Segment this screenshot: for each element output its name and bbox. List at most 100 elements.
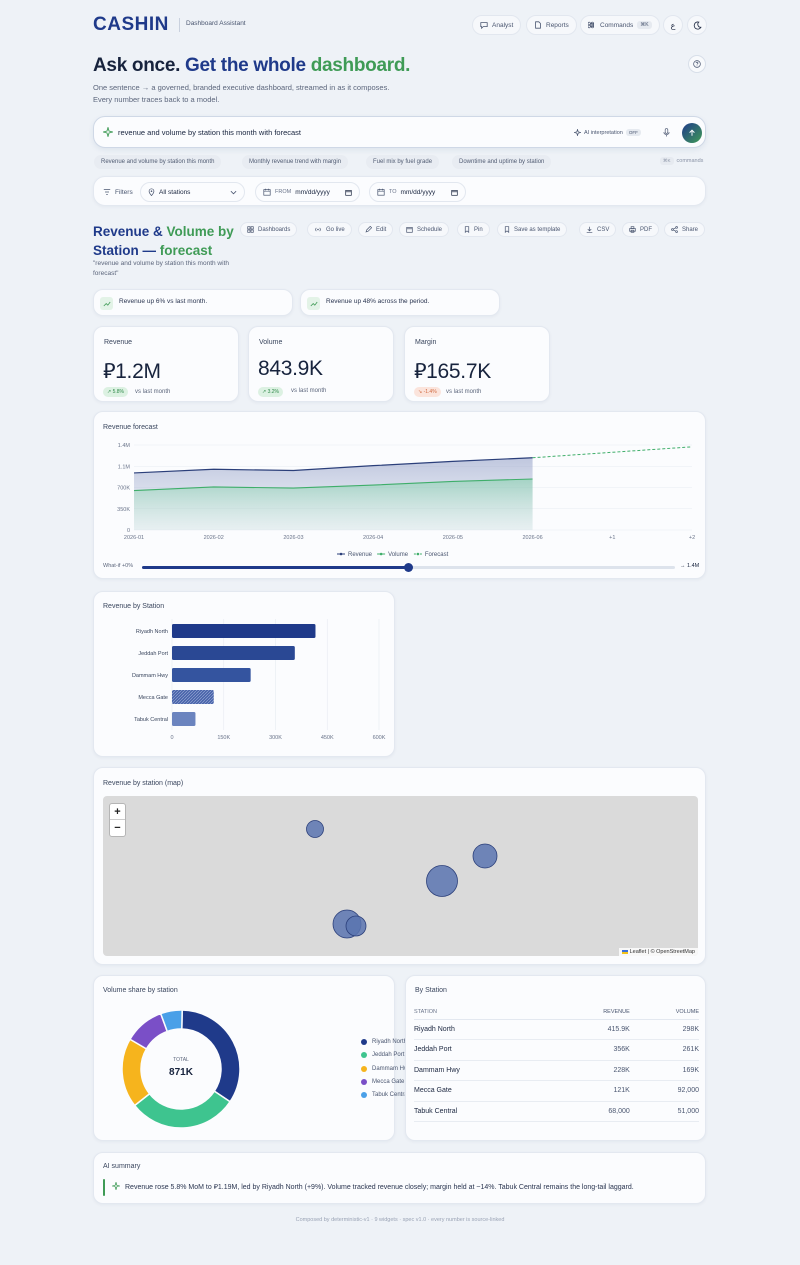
column-header[interactable]: STATION xyxy=(414,1006,551,1020)
y-tick-label: 350K xyxy=(117,507,130,513)
whatif-slider-track[interactable] xyxy=(142,563,675,572)
x-tick-label: 2026-03 xyxy=(283,535,303,541)
to-date-value: mm/dd/yyyy xyxy=(400,188,436,196)
x-tick-label: 600K xyxy=(373,735,386,741)
kpi-card-volume: Volume 843.9K ↗ 3.2% vs last month xyxy=(248,326,394,402)
microphone-icon[interactable] xyxy=(663,128,670,137)
nav-analyst-label: Analyst xyxy=(492,21,514,29)
nav-reports-button[interactable]: Reports xyxy=(526,15,577,35)
from-date-field[interactable]: FROM mm/dd/yyyy xyxy=(255,182,360,202)
go-live-label: Go live xyxy=(326,226,345,233)
nav-analyst-button[interactable]: Analyst xyxy=(472,15,522,35)
suggestion-chip[interactable]: Revenue and volume by station this month xyxy=(94,155,222,169)
legend-marker xyxy=(339,552,343,556)
from-date-label: FROM xyxy=(275,189,292,195)
legend-marker xyxy=(379,552,383,556)
printer-icon xyxy=(629,226,636,233)
column-header[interactable]: VOLUME xyxy=(629,1006,699,1020)
language-toggle[interactable]: ع xyxy=(663,15,683,35)
pdf-button[interactable]: PDF xyxy=(622,222,659,237)
table-row[interactable]: Dammam Hwy 228K 169K xyxy=(414,1060,699,1081)
suggestion-label: Revenue and volume by station this month xyxy=(101,159,215,165)
y-tick-label: 0 xyxy=(127,528,130,534)
ai-interpretation-toggle[interactable]: AI interpretation OFF xyxy=(574,129,641,136)
station-select[interactable]: All stations xyxy=(140,182,245,202)
kpi-label: Revenue xyxy=(104,339,133,346)
location-pin-icon xyxy=(148,188,155,196)
edit-button[interactable]: Edit xyxy=(358,222,394,237)
filters-label-group[interactable]: Filters xyxy=(103,188,133,196)
donut-card-title: Volume share by station xyxy=(103,987,178,994)
x-tick-label: 150K xyxy=(217,735,230,741)
forecast-card: Revenue forecast 0 350K 700K 1.1M 1.4M 2026-0… xyxy=(93,411,706,579)
from-date-value: mm/dd/yyyy xyxy=(295,188,330,196)
ai-summary-text: Revenue rose 5.8% MoM to ⃁1.19M, led by … xyxy=(125,1184,634,1191)
calendar-picker-icon[interactable] xyxy=(451,189,458,196)
filters-label: Filters xyxy=(115,188,133,196)
bar xyxy=(172,624,316,638)
calendar-icon xyxy=(263,188,271,196)
map-canvas[interactable]: + − Leaflet | © OpenStreetMap xyxy=(103,796,698,956)
commands-hint-kbd: ⌘K xyxy=(660,157,674,165)
category-label: Jeddah Port xyxy=(138,651,168,657)
save-template-button[interactable]: Save as template xyxy=(497,222,568,237)
column-header[interactable]: REVENUE xyxy=(550,1006,630,1020)
kpi-delta-badge: ↗ 5.8% xyxy=(103,387,128,397)
grid-icon xyxy=(247,226,254,233)
prompt-input[interactable] xyxy=(118,125,548,139)
filter-icon xyxy=(103,188,111,196)
bar xyxy=(172,712,196,726)
filters-bar: Filters All stations FROM mm/dd/yyyy TO … xyxy=(93,176,706,206)
table-row[interactable]: Jeddah Port 356K 261K xyxy=(414,1039,699,1061)
share-label: Share xyxy=(682,226,699,233)
help-button[interactable] xyxy=(688,55,706,73)
kpi-card-revenue: Revenue ⃁1.2M ↗ 5.8% vs last month xyxy=(93,326,239,402)
csv-button[interactable]: CSV xyxy=(579,222,617,237)
table-row[interactable]: Tabuk Central 68,000 51,000 xyxy=(414,1101,699,1122)
dashboards-button[interactable]: Dashboards xyxy=(240,222,298,237)
map-bubbles xyxy=(306,820,498,939)
table-row[interactable]: Mecca Gate 121K 92,000 xyxy=(414,1080,699,1102)
x-tick-label: +2 xyxy=(689,535,695,541)
suggestion-chip[interactable]: Monthly revenue trend with margin xyxy=(242,155,349,169)
donut-card: Volume share by station TOTAL 871K Riyad… xyxy=(93,975,478,1141)
theme-toggle[interactable] xyxy=(687,15,707,35)
donut-slice xyxy=(133,1090,232,1129)
pin-button[interactable]: Pin xyxy=(457,222,490,237)
station-cell: Dammam Hwy xyxy=(414,1060,551,1081)
whatif-slider-thumb[interactable] xyxy=(404,563,413,572)
table-row[interactable]: Riyadh North 415.9K 298K xyxy=(414,1019,699,1040)
schedule-button[interactable]: Schedule xyxy=(399,222,450,237)
logo-divider xyxy=(179,18,180,32)
chat-icon xyxy=(480,21,488,29)
kpi-value: 843.9K xyxy=(258,357,323,380)
submit-button[interactable] xyxy=(682,123,702,143)
prompt-box: AI interpretation OFF xyxy=(93,116,706,148)
suggestion-chip[interactable]: Fuel mix by fuel grade xyxy=(366,155,440,169)
hero-title-c: dashboard. xyxy=(310,55,411,76)
zoom-in-button[interactable]: + xyxy=(110,804,125,820)
insight-card: Revenue up 48% across the period. xyxy=(300,289,500,316)
ai-summary-card: AI summary Revenue rose 5.8% MoM to ⃁1.1… xyxy=(93,1152,706,1204)
volume-cell: 92,000 xyxy=(629,1080,699,1102)
calendar-picker-icon[interactable] xyxy=(345,189,352,196)
y-tick-label: 700K xyxy=(117,486,130,492)
footer-text: Composed by deterministic-v1 · 9 widgets… xyxy=(295,1217,505,1223)
nav-commands-button[interactable]: Commands ⌘K xyxy=(580,15,660,35)
station-cell: Riyadh North xyxy=(414,1019,551,1040)
legend-swatch xyxy=(361,1078,367,1085)
kpi-delta-badge: ↘ -1.4% xyxy=(414,387,441,397)
map-attribution[interactable]: Leaflet | © OpenStreetMap xyxy=(618,948,698,956)
suggestion-chip[interactable]: Downtime and uptime by station xyxy=(452,155,552,169)
hero-title-b: Get the whole xyxy=(185,55,306,76)
legend-swatch xyxy=(361,1092,367,1099)
app-logo[interactable]: CASHIN xyxy=(93,14,169,36)
kpi-sub: vs last month xyxy=(135,389,171,395)
go-live-button[interactable]: Go live xyxy=(307,222,352,237)
x-tick-label: 0 xyxy=(170,735,173,741)
share-button[interactable]: Share xyxy=(664,222,706,237)
map-bubble xyxy=(345,915,367,937)
to-date-field[interactable]: TO mm/dd/yyyy xyxy=(369,182,466,202)
donut-center-label: TOTAL xyxy=(173,1057,189,1063)
zoom-out-button[interactable]: − xyxy=(114,822,121,834)
